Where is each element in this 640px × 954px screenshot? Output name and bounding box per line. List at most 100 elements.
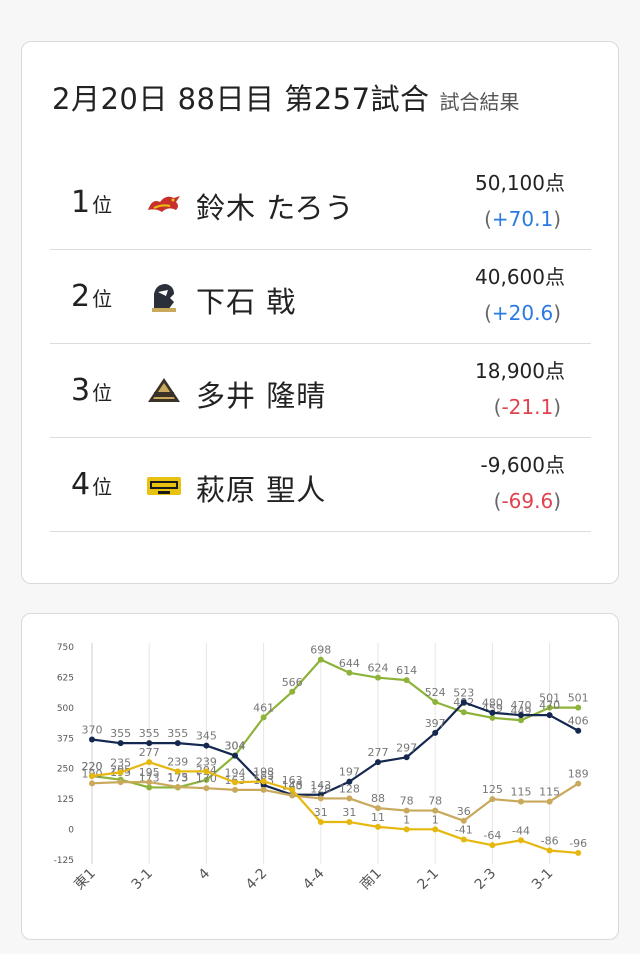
x-tick-label: 2-3 <box>472 866 499 893</box>
data-label: 406 <box>568 715 589 728</box>
player-score: 40,600点 <box>475 265 565 289</box>
data-label: 31 <box>314 806 328 819</box>
player-score: 50,100点 <box>475 171 565 195</box>
data-label: -96 <box>569 837 587 850</box>
data-point <box>575 849 582 856</box>
data-point <box>375 759 381 766</box>
data-point <box>89 773 95 780</box>
data-label: 239 <box>167 755 188 768</box>
x-tick-label: 東1 <box>71 866 99 894</box>
data-point <box>174 768 181 775</box>
data-label: 115 <box>539 786 560 799</box>
x-tick-label: 4-4 <box>300 865 328 893</box>
data-label: 189 <box>568 768 589 781</box>
data-label: 78 <box>428 795 442 808</box>
player-score: -9,600点 <box>480 453 565 477</box>
data-point <box>346 795 353 802</box>
data-point <box>174 740 181 747</box>
player-name: 萩原 聖人 <box>196 473 327 507</box>
data-label: 220 <box>82 760 103 773</box>
data-label: 355 <box>110 727 131 740</box>
data-label: 195 <box>139 766 160 779</box>
player-name: 鈴木 たろう <box>196 191 355 225</box>
data-point <box>117 779 124 786</box>
data-point <box>432 807 439 814</box>
data-label: 239 <box>196 755 217 768</box>
data-label: 523 <box>453 686 474 699</box>
data-label: 163 <box>282 774 303 787</box>
data-point <box>546 798 553 805</box>
y-tick-label: 625 <box>57 673 74 683</box>
data-label: 355 <box>167 727 188 740</box>
data-label: 175 <box>167 771 188 784</box>
pyramid-team-logo-icon <box>146 374 182 408</box>
data-label: 297 <box>396 741 417 754</box>
data-point <box>375 674 381 681</box>
data-point <box>346 669 353 676</box>
data-label: 36 <box>457 805 471 818</box>
score-chart-card: 750 625 500 375 250 125 0 -125 東1 3-1 4 4-2 4-4 南1 2-1… <box>21 613 619 940</box>
data-point <box>260 786 267 793</box>
data-label: 355 <box>139 727 160 740</box>
data-point <box>460 817 467 824</box>
data-label: 345 <box>196 730 217 743</box>
data-label: 197 <box>339 766 360 779</box>
data-label: 277 <box>368 746 389 759</box>
data-label: -64 <box>483 829 501 842</box>
data-label: 128 <box>339 782 360 795</box>
data-point <box>203 742 210 749</box>
data-point <box>489 796 496 803</box>
x-tick-label: 4-2 <box>243 866 270 893</box>
data-label: 304 <box>225 740 246 753</box>
knight-team-logo-icon <box>146 280 182 314</box>
data-label: 524 <box>425 686 446 699</box>
data-point <box>346 819 353 826</box>
data-point <box>575 727 582 734</box>
data-point <box>203 776 210 783</box>
data-point <box>403 807 410 814</box>
player-name: 多井 隆晴 <box>196 379 327 413</box>
x-tick-label: 南1 <box>357 866 385 894</box>
data-label: 194 <box>225 766 246 779</box>
data-point <box>317 795 324 802</box>
data-point <box>375 823 381 830</box>
x-tick-label: 3-1 <box>129 866 156 893</box>
data-point <box>575 780 582 787</box>
data-point <box>432 699 439 706</box>
data-label: -41 <box>455 824 473 837</box>
x-tick-label: 3-1 <box>529 866 556 893</box>
data-label: 31 <box>342 806 356 819</box>
data-label: 88 <box>371 792 385 805</box>
data-point <box>460 709 467 716</box>
data-label: 115 <box>511 786 532 799</box>
data-point <box>375 805 381 812</box>
data-label: 480 <box>482 697 503 710</box>
data-point <box>146 779 153 786</box>
data-point <box>460 836 467 843</box>
data-label: 614 <box>396 664 417 677</box>
x-tick-label: 2-1 <box>415 866 442 893</box>
data-point <box>146 759 153 766</box>
data-label: 235 <box>110 756 131 769</box>
data-point <box>317 656 324 663</box>
series-line-4 <box>91 761 579 855</box>
data-point <box>403 826 410 833</box>
data-label: 501 <box>568 692 589 705</box>
x-tick-label: 4 <box>196 865 214 883</box>
data-point <box>89 780 95 787</box>
data-label: 470 <box>511 699 532 712</box>
data-point <box>432 729 439 736</box>
data-label: 125 <box>482 783 503 796</box>
data-point <box>546 847 553 854</box>
series-line-3 <box>91 781 579 822</box>
data-label: 277 <box>139 746 160 759</box>
data-point <box>203 785 210 792</box>
